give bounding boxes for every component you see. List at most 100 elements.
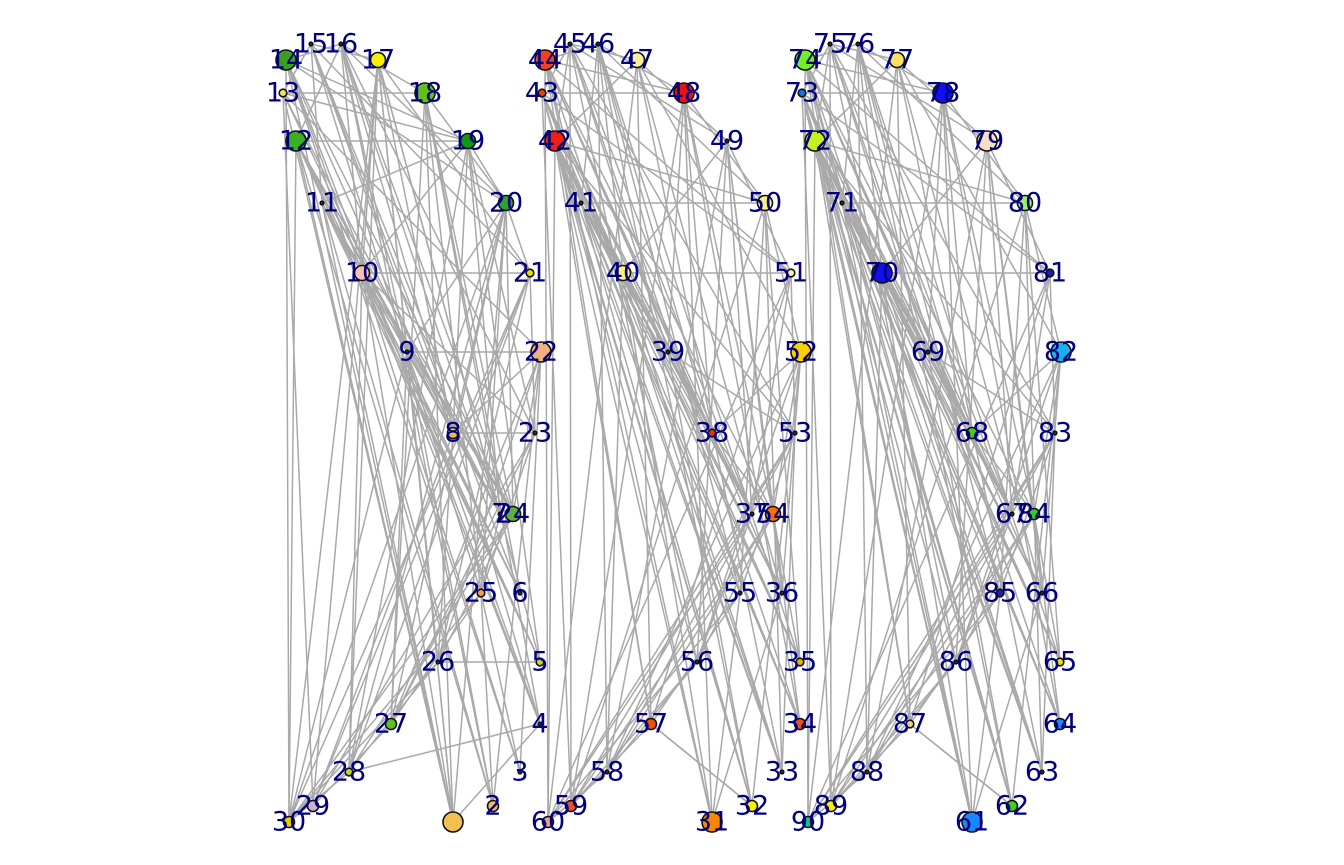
node-7[interactable] xyxy=(497,511,503,517)
node-73[interactable] xyxy=(797,88,807,98)
node-75[interactable] xyxy=(827,41,833,47)
node-68[interactable] xyxy=(965,426,979,440)
node-83[interactable] xyxy=(1052,430,1058,436)
node-43[interactable] xyxy=(537,88,547,98)
node-44[interactable] xyxy=(534,49,556,71)
node-40[interactable] xyxy=(614,264,632,282)
node-32[interactable] xyxy=(745,799,759,813)
node-37[interactable] xyxy=(749,511,755,517)
node-8[interactable] xyxy=(446,426,460,440)
node-85[interactable] xyxy=(995,588,1005,598)
node-78[interactable] xyxy=(932,82,954,104)
node-38[interactable] xyxy=(707,428,717,438)
node-45[interactable] xyxy=(567,41,573,47)
node-5[interactable] xyxy=(535,657,545,667)
node-57[interactable] xyxy=(644,717,658,731)
node-67[interactable] xyxy=(1009,511,1015,517)
node-34[interactable] xyxy=(793,717,807,731)
node-label-58: 58 xyxy=(590,757,624,788)
node-52[interactable] xyxy=(790,341,812,363)
node-19[interactable] xyxy=(459,132,477,150)
node-35[interactable] xyxy=(795,657,805,667)
node-69[interactable] xyxy=(925,349,931,355)
edge-11-15 xyxy=(310,43,323,204)
node-26[interactable] xyxy=(435,659,441,665)
node-88[interactable] xyxy=(864,769,870,775)
node-63[interactable] xyxy=(1039,769,1045,775)
node-1[interactable] xyxy=(442,811,464,833)
edge-63-83 xyxy=(1041,432,1056,773)
node-9[interactable] xyxy=(404,349,410,355)
edge-20-25 xyxy=(480,202,507,594)
node-64[interactable] xyxy=(1053,717,1067,731)
node-label-67: 67 xyxy=(995,499,1029,530)
node-66[interactable] xyxy=(1039,590,1045,596)
node-87[interactable] xyxy=(905,719,915,729)
node-28[interactable] xyxy=(344,767,354,777)
edge-20-28 xyxy=(348,202,507,773)
node-89[interactable] xyxy=(824,799,838,813)
node-23[interactable] xyxy=(532,430,538,436)
node-71[interactable] xyxy=(839,200,845,206)
node-76[interactable] xyxy=(855,41,861,47)
node-6[interactable] xyxy=(517,590,523,596)
node-27[interactable] xyxy=(384,717,398,731)
node-36[interactable] xyxy=(779,590,785,596)
node-20[interactable] xyxy=(497,194,515,212)
node-39[interactable] xyxy=(665,349,671,355)
node-79[interactable] xyxy=(976,130,998,152)
node-77[interactable] xyxy=(888,51,906,69)
node-55[interactable] xyxy=(737,590,743,596)
node-4[interactable] xyxy=(537,721,543,727)
node-12[interactable] xyxy=(285,130,307,152)
node-56[interactable] xyxy=(694,659,700,665)
node-62[interactable] xyxy=(1005,799,1019,813)
node-70[interactable] xyxy=(871,262,893,284)
node-80[interactable] xyxy=(1016,194,1034,212)
node-13[interactable] xyxy=(278,88,288,98)
edge-38-44 xyxy=(544,59,713,434)
node-50[interactable] xyxy=(756,194,774,212)
node-30[interactable] xyxy=(282,815,296,829)
node-22[interactable] xyxy=(530,341,552,363)
node-label-5: 5 xyxy=(531,647,548,678)
node-41[interactable] xyxy=(578,200,584,206)
node-11[interactable] xyxy=(319,200,325,206)
node-18[interactable] xyxy=(414,82,436,104)
node-31[interactable] xyxy=(701,811,723,833)
node-61[interactable] xyxy=(961,811,983,833)
node-81[interactable] xyxy=(1045,268,1055,278)
edge-77-90 xyxy=(807,59,898,823)
node-21[interactable] xyxy=(525,268,535,278)
node-65[interactable] xyxy=(1055,657,1065,667)
node-74[interactable] xyxy=(794,49,816,71)
edge-9-30 xyxy=(288,351,408,823)
node-17[interactable] xyxy=(369,51,387,69)
node-14[interactable] xyxy=(275,49,297,71)
node-16[interactable] xyxy=(338,41,344,47)
node-46[interactable] xyxy=(595,41,601,47)
node-54[interactable] xyxy=(764,505,782,523)
node-25[interactable] xyxy=(476,588,486,598)
node-58[interactable] xyxy=(604,769,610,775)
node-49[interactable] xyxy=(724,138,730,144)
node-10[interactable] xyxy=(353,264,371,282)
node-47[interactable] xyxy=(628,51,646,69)
node-82[interactable] xyxy=(1050,341,1072,363)
node-3[interactable] xyxy=(517,769,523,775)
node-51[interactable] xyxy=(786,268,796,278)
node-29[interactable] xyxy=(306,799,320,813)
node-33[interactable] xyxy=(779,769,785,775)
node-2[interactable] xyxy=(486,799,500,813)
node-24[interactable] xyxy=(504,505,522,523)
node-90[interactable] xyxy=(801,815,815,829)
node-15[interactable] xyxy=(308,41,314,47)
node-72[interactable] xyxy=(804,130,826,152)
node-42[interactable] xyxy=(544,130,566,152)
node-84[interactable] xyxy=(1027,507,1041,521)
node-48[interactable] xyxy=(673,82,695,104)
node-53[interactable] xyxy=(792,430,798,436)
node-59[interactable] xyxy=(564,799,578,813)
node-86[interactable] xyxy=(953,659,959,665)
node-60[interactable] xyxy=(541,815,555,829)
